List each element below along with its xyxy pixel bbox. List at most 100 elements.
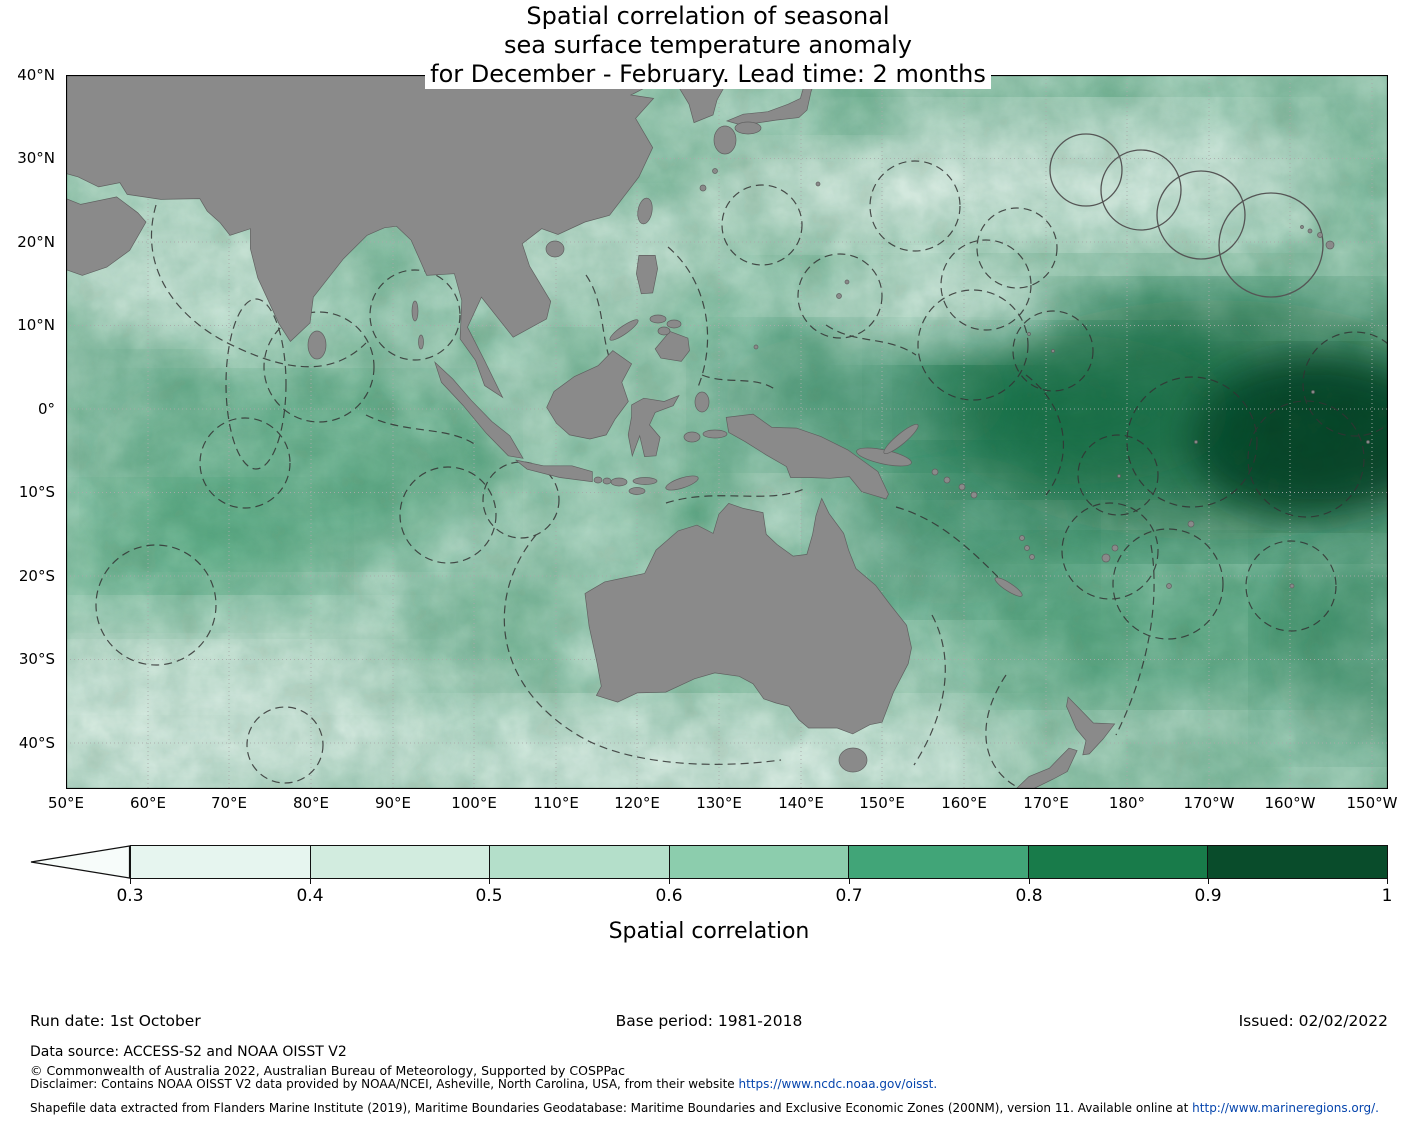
base-period-text: Base period: 1981-2018 bbox=[615, 1012, 803, 1030]
title-line-2: sea surface temperature anomaly bbox=[499, 31, 917, 60]
flores bbox=[632, 477, 658, 485]
lon-tick-label: 160°E bbox=[941, 794, 987, 812]
colorbar-tick-label: 0.5 bbox=[475, 886, 503, 906]
lon-tick-label: 100°E bbox=[451, 794, 497, 812]
tasmania bbox=[838, 747, 868, 773]
seram bbox=[702, 429, 728, 439]
colorbar-segment bbox=[848, 845, 1029, 879]
colorbar-tick-label: 0.9 bbox=[1194, 886, 1222, 906]
data-source-text: Data source: ACCESS-S2 and NOAA OISST V2 bbox=[30, 1044, 347, 1060]
lon-tick-label: 90°E bbox=[374, 794, 412, 812]
colorbar-segment bbox=[489, 845, 670, 879]
colorbar-tick bbox=[1208, 879, 1209, 884]
colorbar-segment bbox=[1207, 845, 1389, 879]
run-date-text: Run date: 1st October bbox=[30, 1012, 201, 1030]
colorbar-tick bbox=[489, 879, 490, 884]
noaa-oisst-link[interactable]: https://www.ncdc.noaa.gov/oisst. bbox=[738, 1077, 938, 1091]
visayas bbox=[666, 319, 682, 329]
lat-tick-label: 10°S bbox=[18, 483, 55, 501]
bali bbox=[593, 476, 603, 484]
pacific-islands bbox=[699, 168, 1370, 589]
lon-tick-label: 150°E bbox=[859, 794, 905, 812]
lat-tick-label: 20°N bbox=[17, 233, 55, 251]
disclaimer-text: Disclaimer: Contains NOAA OISST V2 data … bbox=[30, 1077, 937, 1091]
colorbar-label: Spatial correlation bbox=[608, 919, 810, 944]
lon-tick-label: 170°E bbox=[1023, 794, 1069, 812]
figure-title: Spatial correlation of seasonal sea surf… bbox=[0, 2, 1416, 89]
shikoku bbox=[734, 121, 762, 135]
sulawesi bbox=[627, 394, 680, 458]
lat-tick-label: 0° bbox=[37, 400, 55, 418]
map-canvas bbox=[66, 75, 1388, 789]
lon-tick-label: 120°E bbox=[614, 794, 660, 812]
colorbar-tick-label: 1 bbox=[1381, 886, 1393, 906]
halmahera bbox=[694, 391, 710, 413]
colorbar-tick-label: 0.3 bbox=[116, 886, 144, 906]
colorbar-tick bbox=[669, 879, 670, 884]
lon-tick-label: 130°E bbox=[696, 794, 742, 812]
colorbar-tick bbox=[1029, 879, 1030, 884]
lon-tick-label: 160°W bbox=[1264, 794, 1316, 812]
lon-tick-label: 50°E bbox=[47, 794, 85, 812]
visayas bbox=[657, 326, 671, 336]
taiwan bbox=[637, 197, 653, 225]
new-guinea bbox=[725, 413, 889, 500]
colorbar-tick-label: 0.7 bbox=[835, 886, 863, 906]
colorbar-segment bbox=[1027, 845, 1209, 879]
colorbar-segment bbox=[309, 845, 491, 879]
map-panel bbox=[66, 75, 1388, 789]
lon-tick-label: 110°E bbox=[533, 794, 579, 812]
shapefile-text: Shapefile data extracted from Flanders M… bbox=[30, 1101, 1379, 1115]
lon-tick-label: 70°E bbox=[210, 794, 248, 812]
andaman-islands bbox=[411, 300, 419, 322]
title-line-3: for December - February. Lead time: 2 mo… bbox=[425, 60, 991, 89]
footer-row: Run date: 1st October Base period: 1981-… bbox=[30, 1012, 1388, 1032]
lon-tick-label: 60°E bbox=[129, 794, 167, 812]
australia-landmass bbox=[584, 497, 912, 735]
hainan bbox=[545, 240, 565, 258]
colorbar-tick bbox=[1387, 879, 1388, 884]
shapefile-prefix: Shapefile data extracted from Flanders M… bbox=[30, 1101, 1193, 1115]
colorbar-tick bbox=[310, 879, 311, 884]
borneo bbox=[546, 350, 633, 440]
new-caledonia bbox=[994, 577, 1023, 597]
copyright-text: © Commonwealth of Australia 2022, Austra… bbox=[30, 1063, 625, 1078]
new-ireland bbox=[883, 423, 919, 455]
sumatra bbox=[434, 361, 524, 459]
lat-tick-label: 40°N bbox=[17, 66, 55, 84]
sumbawa bbox=[610, 477, 628, 487]
luzon bbox=[636, 255, 658, 295]
colorbar-segment bbox=[668, 845, 850, 879]
colorbar-tick-label: 0.8 bbox=[1015, 886, 1043, 906]
kyushu bbox=[713, 125, 737, 155]
marineregions-link[interactable]: http://www.marineregions.org/. bbox=[1192, 1101, 1379, 1115]
visayas bbox=[649, 314, 667, 324]
lon-tick-label: 150°W bbox=[1346, 794, 1398, 812]
colorbar-tick-label: 0.4 bbox=[296, 886, 324, 906]
lat-tick-label: 10°N bbox=[17, 316, 55, 334]
colorbar: 0.3 0.4 0.5 0.6 0.7 0.8 0.9 1 Spatial co… bbox=[30, 845, 1392, 955]
colorbar-segment bbox=[130, 845, 311, 879]
timor bbox=[665, 475, 699, 491]
lon-tick-label: 80°E bbox=[292, 794, 330, 812]
new-zealand-south bbox=[1015, 747, 1078, 789]
lat-tick-label: 40°S bbox=[18, 734, 55, 752]
java bbox=[515, 459, 593, 483]
title-line-1: Spatial correlation of seasonal bbox=[521, 2, 895, 31]
arabia-landmass bbox=[66, 196, 147, 276]
colorbar-tick-label: 0.6 bbox=[655, 886, 683, 906]
hawaii-eez-outline bbox=[1049, 133, 1324, 298]
lon-tick-label: 180° bbox=[1108, 794, 1146, 812]
colorbar-tick bbox=[130, 879, 131, 884]
sumba bbox=[628, 487, 646, 495]
new-zealand-north bbox=[1066, 696, 1116, 756]
issued-text: Issued: 02/02/2022 bbox=[1238, 1012, 1388, 1030]
lombok bbox=[602, 477, 612, 485]
nicobar-islands bbox=[418, 334, 424, 350]
lat-tick-label: 30°N bbox=[17, 149, 55, 167]
lon-tick-label: 140°E bbox=[778, 794, 824, 812]
colorbar-tick bbox=[849, 879, 850, 884]
colorbar-underflow-arrow bbox=[30, 845, 130, 879]
lat-tick-label: 30°S bbox=[18, 650, 55, 668]
